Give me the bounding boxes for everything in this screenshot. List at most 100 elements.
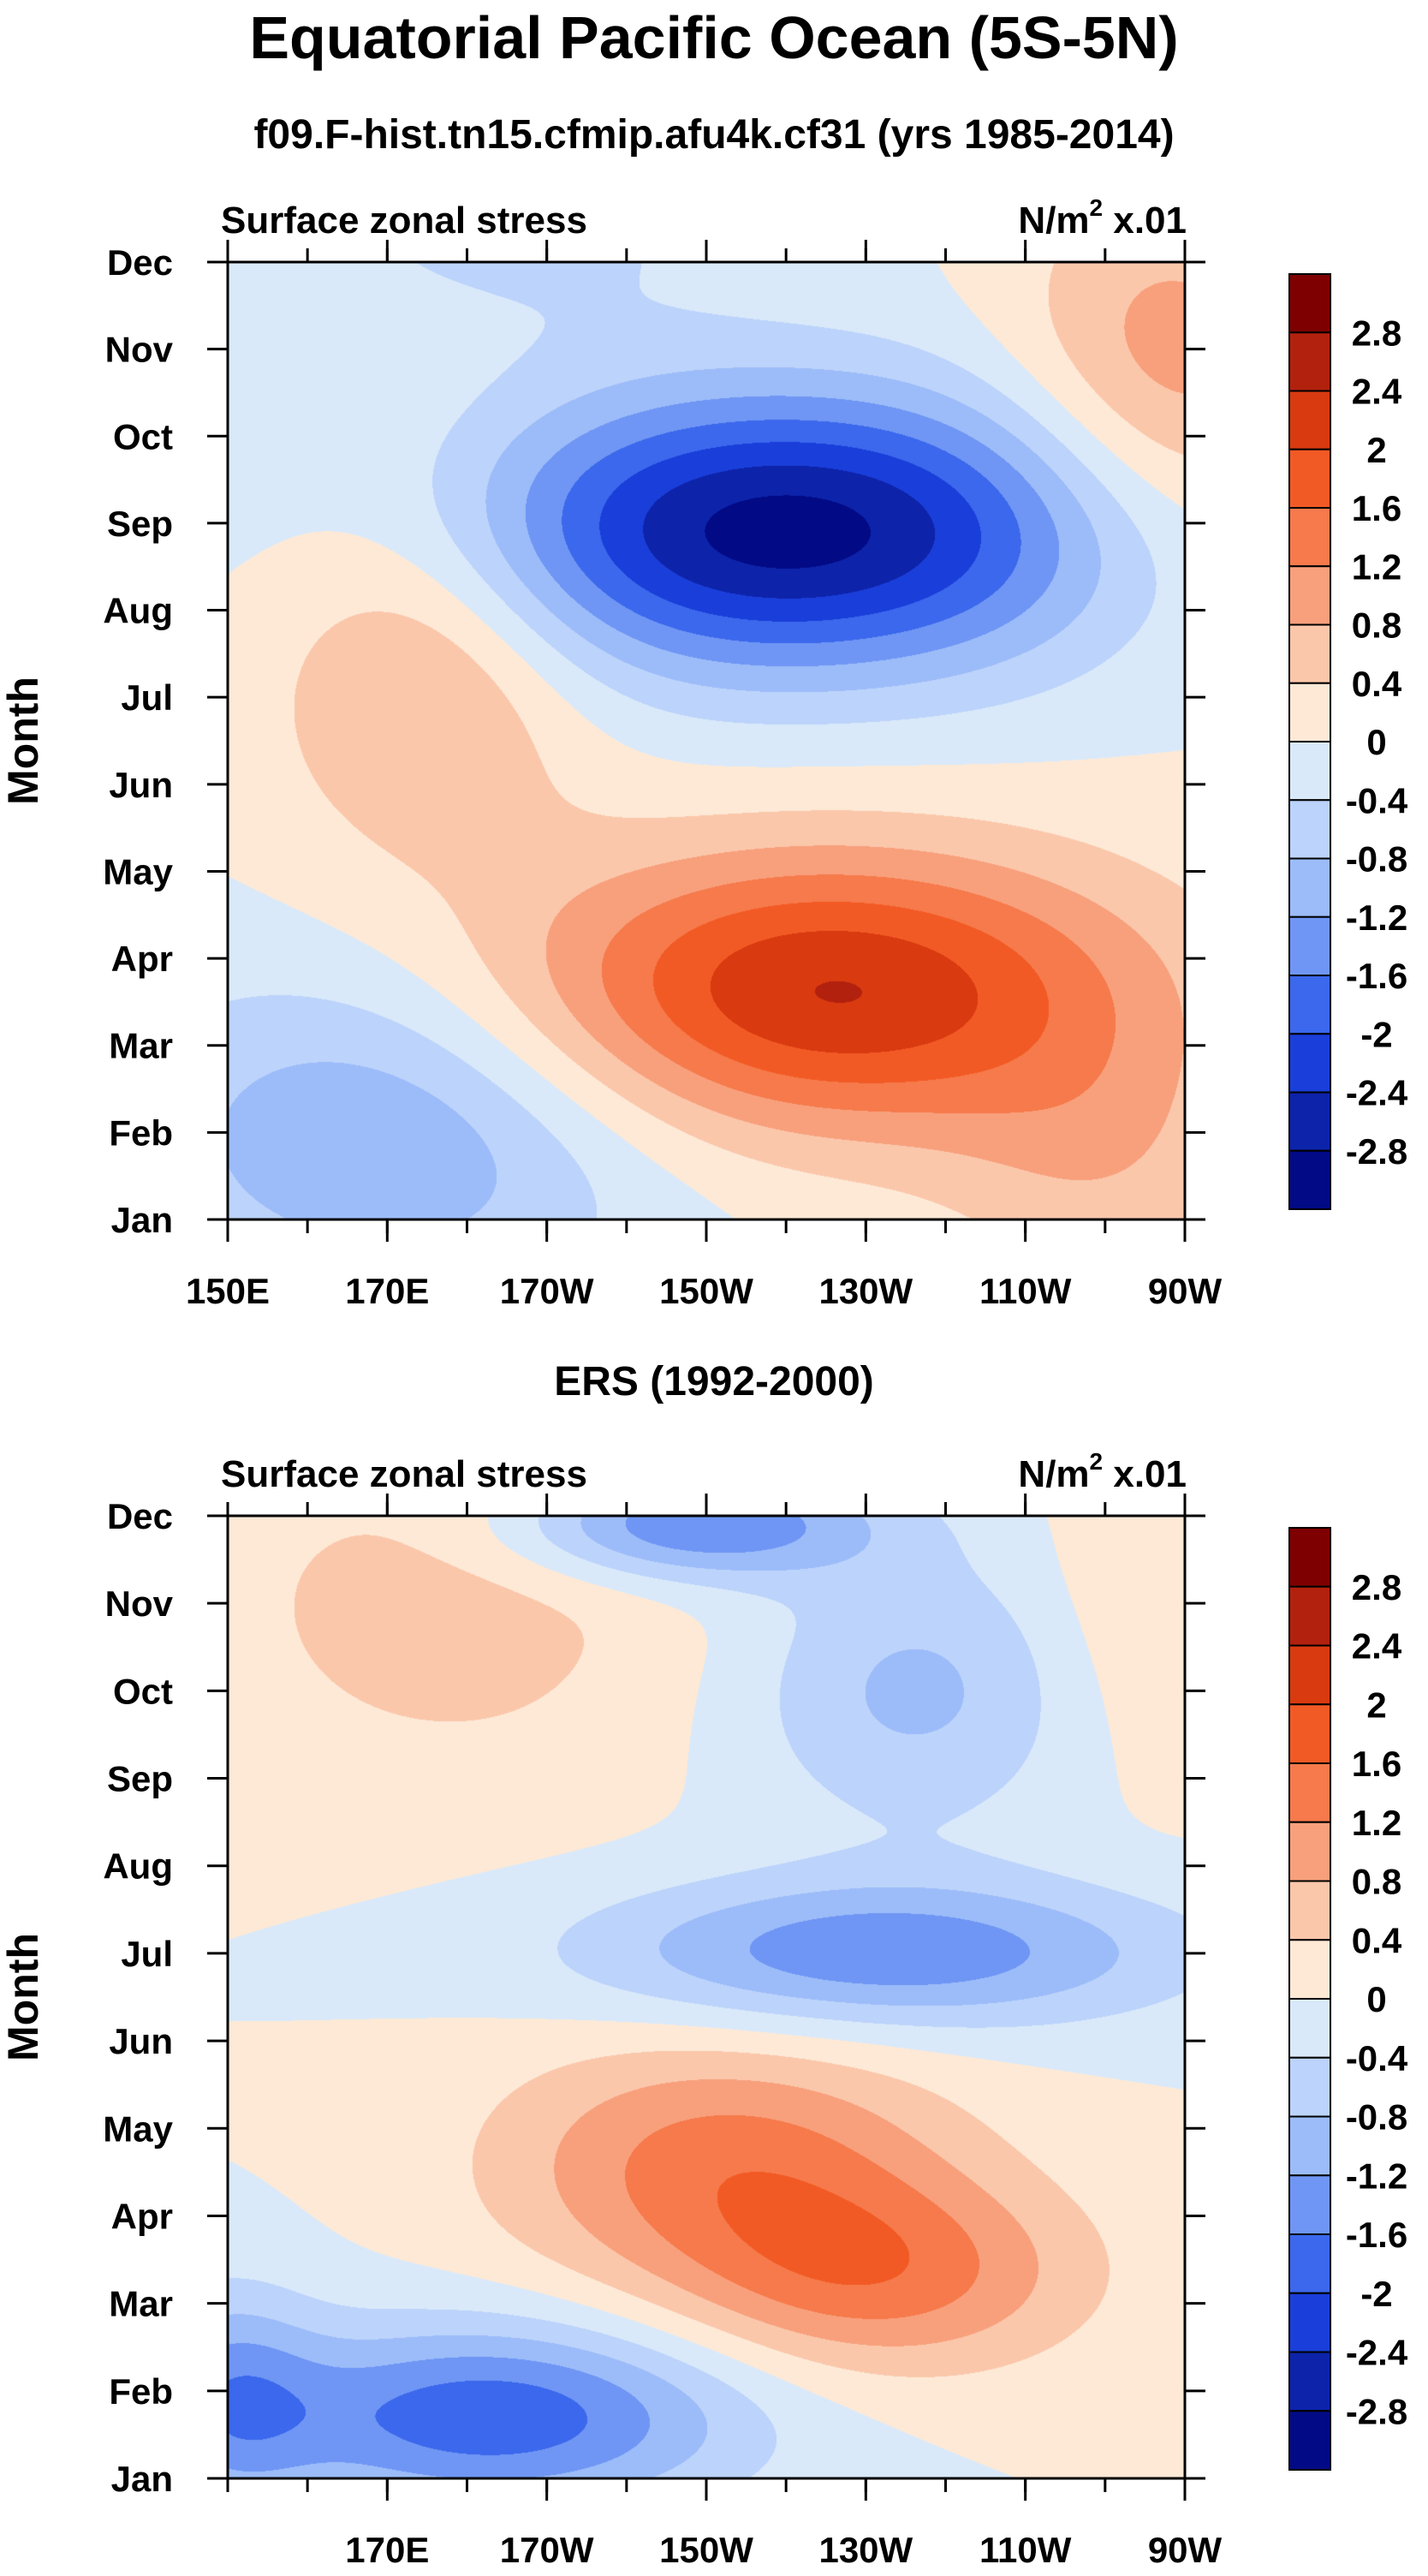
colorbar-box bbox=[1288, 2174, 1331, 2235]
panel-2-chart: Jan Feb Mar Apr May Jun Jul Aug Sep Oct Nov Dec 170E… bbox=[0, 1448, 1408, 2570]
y-tick-label: Jul bbox=[121, 1934, 173, 1974]
colorbar-label: -1.6 bbox=[1346, 2215, 1407, 2255]
colorbar-box bbox=[1288, 1821, 1331, 1882]
x-tick-label: 170W bbox=[500, 2530, 594, 2570]
y-axis-label: Month bbox=[0, 677, 47, 805]
colorbar-label: 1.6 bbox=[1352, 488, 1401, 528]
x-tick-label: 110W bbox=[979, 1271, 1072, 1311]
left-string-label: Surface zonal stress bbox=[221, 200, 587, 242]
colorbar-label: 0.8 bbox=[1352, 605, 1401, 646]
colorbar-box bbox=[1288, 565, 1331, 626]
colorbar-label: -2.8 bbox=[1346, 2391, 1407, 2431]
y-tick-label: Sep bbox=[107, 1759, 173, 1799]
x-tick-label: 150W bbox=[659, 2530, 753, 2570]
x-tick-label: 150E bbox=[186, 1271, 270, 1311]
colorbar-box bbox=[1288, 1527, 1331, 1588]
colorbar-label: 0.8 bbox=[1352, 1862, 1401, 1902]
y-tick-label: Jan bbox=[111, 2459, 173, 2499]
colorbar-box bbox=[1288, 2115, 1331, 2177]
colorbar-box bbox=[1288, 2056, 1331, 2118]
y-axis-label: Month bbox=[0, 1933, 47, 2061]
colorbar-box bbox=[1288, 1091, 1331, 1152]
colorbar-label: -0.4 bbox=[1346, 2038, 1408, 2078]
colorbar-label: 2.4 bbox=[1352, 1626, 1402, 1667]
colorbar-box bbox=[1288, 1033, 1331, 1094]
x-tick-label: 130W bbox=[818, 1271, 913, 1311]
colorbar-label: -0.8 bbox=[1346, 839, 1407, 880]
panel-2-title: ERS (1992-2000) bbox=[554, 1359, 874, 1404]
y-tick-label: Dec bbox=[107, 242, 173, 283]
colorbar-box bbox=[1288, 1880, 1331, 1941]
colorbar-label: 0.4 bbox=[1352, 1920, 1402, 1960]
y-tick-label: Nov bbox=[105, 330, 174, 370]
colorbar-box bbox=[1288, 915, 1331, 976]
colorbar-box bbox=[1288, 1998, 1331, 2059]
y-tick-label: Apr bbox=[111, 2196, 173, 2236]
x-tick-label: 170E bbox=[345, 2530, 429, 2570]
colorbar-box bbox=[1288, 1585, 1331, 1647]
colorbar-box bbox=[1288, 390, 1331, 450]
y-tick-label: Jul bbox=[121, 677, 173, 718]
y-tick-label: Feb bbox=[109, 2371, 173, 2412]
colorbar-box bbox=[1288, 1939, 1331, 2000]
colorbar-box bbox=[1288, 507, 1331, 568]
colorbar-label: -1.2 bbox=[1346, 897, 1407, 938]
x-tick-label: 130W bbox=[818, 2530, 913, 2570]
y-tick-label: May bbox=[103, 851, 173, 891]
colorbar-box bbox=[1288, 741, 1331, 802]
colorbar-box bbox=[1288, 331, 1331, 392]
figure-title: Equatorial Pacific Ocean (5S-5N) bbox=[249, 4, 1179, 71]
colorbar-label: -0.8 bbox=[1346, 2097, 1407, 2138]
y-tick-label: Dec bbox=[107, 1496, 173, 1536]
colorbar-label: -2 bbox=[1360, 1014, 1392, 1054]
y-tick-label: Jun bbox=[109, 2021, 173, 2061]
y-tick-label: Mar bbox=[109, 2284, 173, 2324]
y-tick-label: Nov bbox=[105, 1583, 174, 1624]
colorbar-label: -1.6 bbox=[1346, 956, 1407, 996]
colorbar-label: 0 bbox=[1366, 1979, 1386, 2019]
y-tick-label: Jun bbox=[109, 765, 173, 805]
colorbar-label: -1.2 bbox=[1346, 2156, 1407, 2196]
colorbar-label: 2.8 bbox=[1352, 313, 1401, 353]
panel-1-title: f09.F-hist.tn15.cfmip.afu4k.cf31 (yrs 19… bbox=[253, 112, 1175, 158]
x-tick-label: 150W bbox=[659, 1271, 753, 1311]
colorbar-box bbox=[1288, 2410, 1331, 2471]
colorbar-box bbox=[1288, 857, 1331, 918]
x-tick-label: 90W bbox=[1148, 1271, 1223, 1311]
y-tick-label: Oct bbox=[113, 416, 173, 456]
x-tick-label: 170W bbox=[500, 1271, 594, 1311]
y-tick-label: Sep bbox=[107, 504, 173, 544]
y-tick-label: May bbox=[103, 2108, 173, 2149]
left-string-label: Surface zonal stress bbox=[221, 1453, 587, 1495]
colorbar-label: 1.2 bbox=[1352, 546, 1401, 587]
colorbar-label: 0 bbox=[1366, 722, 1386, 762]
contour-field bbox=[228, 262, 1185, 1219]
y-tick-label: Apr bbox=[111, 939, 173, 979]
x-tick-label: 170E bbox=[345, 1271, 429, 1311]
colorbar-box bbox=[1288, 2292, 1331, 2353]
colorbar-label: 1.2 bbox=[1352, 1803, 1401, 1843]
colorbar-label: 2 bbox=[1366, 430, 1386, 470]
colorbar-box bbox=[1288, 2233, 1331, 2294]
y-tick-label: Aug bbox=[103, 1846, 173, 1887]
contour-field bbox=[228, 1516, 1185, 2478]
colorbar-box bbox=[1288, 682, 1331, 742]
y-tick-label: Aug bbox=[103, 591, 173, 631]
colorbar-box bbox=[1288, 623, 1331, 684]
colorbar-label: 2 bbox=[1366, 1685, 1386, 1725]
colorbar-label: 2.8 bbox=[1352, 1567, 1401, 1607]
y-tick-label: Jan bbox=[111, 1200, 173, 1240]
colorbar-box bbox=[1288, 2351, 1331, 2412]
colorbar-label: -2.4 bbox=[1346, 2333, 1408, 2373]
units-label: N/m2 x.01 bbox=[1018, 1448, 1187, 1495]
y-tick-label: Oct bbox=[113, 1671, 173, 1711]
colorbar-box bbox=[1288, 1762, 1331, 1823]
colorbar-box bbox=[1288, 1149, 1331, 1210]
panel-1-chart: Jan Feb Mar Apr May Jun Jul Aug Sep Oct Nov Dec 150E… bbox=[0, 194, 1408, 1311]
colorbar-label: -2.4 bbox=[1346, 1073, 1408, 1113]
units-label: N/m2 x.01 bbox=[1018, 194, 1187, 242]
colorbar-box bbox=[1288, 975, 1331, 1035]
y-tick-label: Feb bbox=[109, 1112, 173, 1153]
colorbar-label: -2.8 bbox=[1346, 1131, 1407, 1172]
colorbar-label: 0.4 bbox=[1352, 664, 1402, 704]
